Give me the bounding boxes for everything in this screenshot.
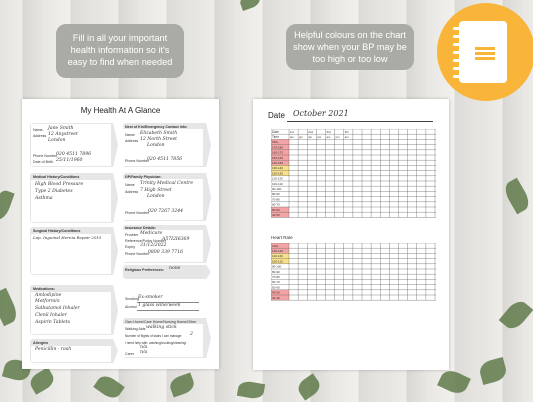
grid-header-cell: pm	[336, 135, 341, 139]
grid-header-cell: am	[345, 135, 350, 139]
range-label: 80-90	[272, 270, 280, 274]
heart-rate-label: Heart Rate	[271, 235, 293, 240]
range-label: 40-50	[272, 291, 280, 295]
grid-header-cell: am	[290, 135, 295, 139]
grid-row-label: Time	[272, 135, 279, 139]
leaf-decoration	[93, 372, 125, 402]
range-color-cell	[271, 155, 289, 161]
leaf-decoration	[236, 379, 266, 401]
grid-header-cell: pm	[317, 135, 322, 139]
range-label: 90-100	[272, 187, 282, 191]
leaf-decoration	[27, 367, 57, 395]
leaf-decoration	[437, 367, 471, 397]
range-color-cell	[271, 258, 289, 264]
range-label: 180+	[272, 140, 279, 144]
range-color-cell	[271, 212, 289, 218]
range-label: 40-50	[272, 213, 280, 217]
range-color-cell	[271, 160, 289, 166]
leaf-decoration	[167, 372, 197, 398]
range-label: 100-110	[272, 259, 283, 263]
range-label: 110-120	[272, 177, 283, 181]
grid-header-cell: 2nd	[308, 130, 313, 134]
range-label: 150-160	[272, 156, 283, 160]
leaf-decoration	[294, 373, 324, 401]
range-label: 170-180	[272, 145, 283, 149]
range-label: 100-110	[272, 182, 283, 186]
grid-header-cell: 3rd	[327, 130, 331, 134]
leaf-decoration	[238, 0, 262, 11]
date-value: October 2021	[293, 109, 349, 118]
bp-chart-page: Date October 2021 Date 1st 2nd 3rd 4th Time am…	[253, 99, 449, 370]
range-color-cell	[271, 139, 289, 145]
range-label: 120-130	[272, 171, 283, 175]
leaf-decoration	[0, 188, 15, 222]
range-color-cell	[271, 295, 289, 301]
range-label: 50-60	[272, 208, 280, 212]
health-summary-page: My Health At A Glance Name Jane Smith Ad…	[22, 99, 219, 369]
range-color-cell	[271, 207, 289, 213]
grid-row-label: Date	[272, 130, 279, 134]
range-label: 130+	[272, 244, 279, 248]
range-label: 80-90	[272, 192, 280, 196]
grid-header-cell: pm	[299, 135, 304, 139]
grid-header-cell: am	[327, 135, 332, 139]
range-label: 50-60	[272, 285, 280, 289]
grid-header-cell: am	[308, 135, 313, 139]
range-color-cell	[271, 144, 289, 150]
notebook-icon	[453, 21, 507, 83]
range-label: 140-150	[272, 161, 283, 165]
range-label: 90-100	[272, 265, 282, 269]
left-caption-text: Fill in all your important health inform…	[67, 33, 173, 67]
notebook-badge	[437, 3, 533, 101]
range-label: 70-80	[272, 275, 280, 279]
range-label: 30-40	[272, 296, 280, 300]
religious-card	[123, 265, 203, 279]
leaf-decoration	[501, 177, 533, 215]
date-label: Date	[268, 111, 285, 120]
range-label: 120-130	[272, 249, 283, 253]
range-color-cell	[271, 289, 289, 295]
page-title: My Health At A Glance	[80, 106, 161, 115]
range-color-cell	[271, 170, 289, 176]
range-label: 130-140	[272, 166, 283, 170]
leaf-decoration	[0, 287, 21, 327]
range-color-cell	[271, 243, 289, 249]
range-color-cell	[271, 253, 289, 259]
grid-header-cell: 4th	[345, 130, 349, 134]
leaf-decoration	[498, 297, 533, 333]
left-caption-bubble: Fill in all your important health inform…	[56, 24, 184, 78]
range-label: 70-80	[272, 197, 280, 201]
range-color-cell	[271, 149, 289, 155]
range-label: 160-170	[272, 151, 283, 155]
range-label: 60-70	[272, 203, 280, 207]
right-caption-bubble: Helpful colours on the chart show when y…	[286, 24, 414, 70]
range-color-cell	[271, 165, 289, 171]
range-label: 60-70	[272, 280, 280, 284]
leaf-decoration	[477, 357, 509, 385]
grid-header-cell: 1st	[290, 130, 294, 134]
right-caption-text: Helpful colours on the chart show when y…	[293, 30, 407, 64]
range-label: 110-120	[272, 254, 283, 258]
range-color-cell	[271, 248, 289, 254]
